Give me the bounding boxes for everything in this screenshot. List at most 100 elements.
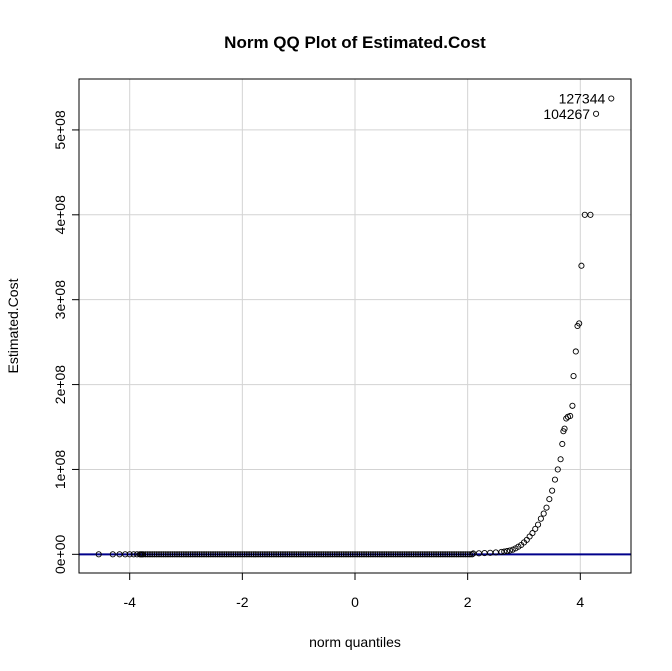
data-point — [210, 551, 217, 558]
data-point — [293, 551, 300, 558]
data-point — [178, 551, 185, 558]
data-point — [259, 551, 266, 558]
data-point — [446, 551, 453, 558]
data-point — [469, 551, 476, 558]
data-point — [239, 551, 246, 558]
y-tick-label: 4e+08 — [52, 195, 68, 235]
data-point — [363, 551, 370, 558]
data-point — [295, 551, 302, 558]
data-point — [327, 551, 334, 558]
data-point — [291, 551, 298, 558]
data-point — [340, 551, 347, 558]
data-point — [214, 551, 221, 558]
data-point — [451, 551, 458, 558]
data-point — [347, 551, 354, 558]
data-point — [282, 551, 289, 558]
data-point — [417, 551, 424, 558]
data-point — [498, 548, 505, 555]
data-point — [139, 551, 146, 558]
data-point — [130, 551, 137, 558]
data-point — [415, 551, 422, 558]
data-point — [501, 548, 508, 555]
y-tick-label: 2e+08 — [52, 365, 68, 405]
data-point — [453, 551, 460, 558]
data-point — [437, 551, 444, 558]
data-point — [196, 551, 203, 558]
data-point — [435, 551, 442, 558]
data-point — [504, 548, 511, 555]
data-point — [286, 551, 293, 558]
data-point — [462, 551, 469, 558]
data-point — [410, 551, 417, 558]
data-point — [167, 551, 174, 558]
data-point — [356, 551, 363, 558]
data-point — [412, 551, 419, 558]
data-point — [182, 551, 190, 558]
data-point — [546, 496, 553, 503]
data-point — [318, 551, 325, 558]
data-point — [207, 551, 214, 558]
data-point — [243, 551, 250, 558]
data-point — [185, 551, 192, 558]
data-point — [464, 551, 471, 558]
data-point — [304, 551, 311, 558]
data-point — [372, 551, 379, 558]
data-point — [439, 551, 446, 558]
data-point — [381, 551, 388, 558]
y-tick-label: 0e+00 — [52, 534, 68, 574]
data-point — [406, 551, 413, 558]
data-point — [442, 551, 449, 558]
data-point — [457, 551, 464, 558]
y-axis-label: Estimated.Cost — [5, 278, 21, 373]
data-point — [237, 551, 244, 558]
data-point — [279, 551, 286, 558]
data-point — [158, 551, 165, 558]
data-point — [358, 551, 365, 558]
data-point — [230, 551, 237, 558]
data-point — [509, 546, 516, 553]
data-point — [593, 110, 600, 117]
data-point — [309, 551, 316, 558]
data-point — [376, 551, 383, 558]
data-point — [302, 551, 309, 558]
data-point — [369, 551, 377, 558]
x-tick-label: -4 — [123, 594, 136, 610]
data-point — [320, 551, 327, 558]
data-point — [288, 551, 295, 558]
data-point — [153, 551, 160, 558]
data-point — [487, 549, 494, 556]
x-tick-label: 2 — [464, 594, 472, 610]
data-point — [345, 551, 352, 558]
x-tick-label: -2 — [236, 594, 249, 610]
data-point — [122, 551, 129, 558]
data-point — [189, 551, 196, 558]
data-point — [421, 551, 428, 558]
x-tick-label: 0 — [351, 594, 359, 610]
data-point — [557, 456, 564, 463]
data-point — [252, 551, 259, 558]
data-point — [155, 551, 163, 558]
data-point — [297, 551, 304, 558]
data-point — [264, 551, 271, 558]
data-point — [578, 262, 585, 269]
data-point — [540, 510, 547, 517]
data-point — [232, 551, 239, 558]
data-point — [300, 551, 307, 558]
data-point — [424, 551, 431, 558]
data-point — [570, 373, 577, 380]
data-point — [313, 551, 320, 558]
data-point — [219, 551, 226, 558]
data-point — [225, 551, 232, 558]
data-point — [149, 551, 156, 558]
data-point — [397, 551, 404, 558]
data-point — [394, 551, 401, 558]
data-point — [351, 551, 359, 558]
points-layer — [95, 95, 615, 558]
data-point — [559, 440, 566, 448]
data-point — [315, 551, 323, 558]
data-point — [200, 551, 208, 558]
data-point — [275, 551, 282, 558]
data-point — [378, 551, 386, 558]
data-point — [374, 551, 381, 558]
data-point — [126, 551, 133, 558]
